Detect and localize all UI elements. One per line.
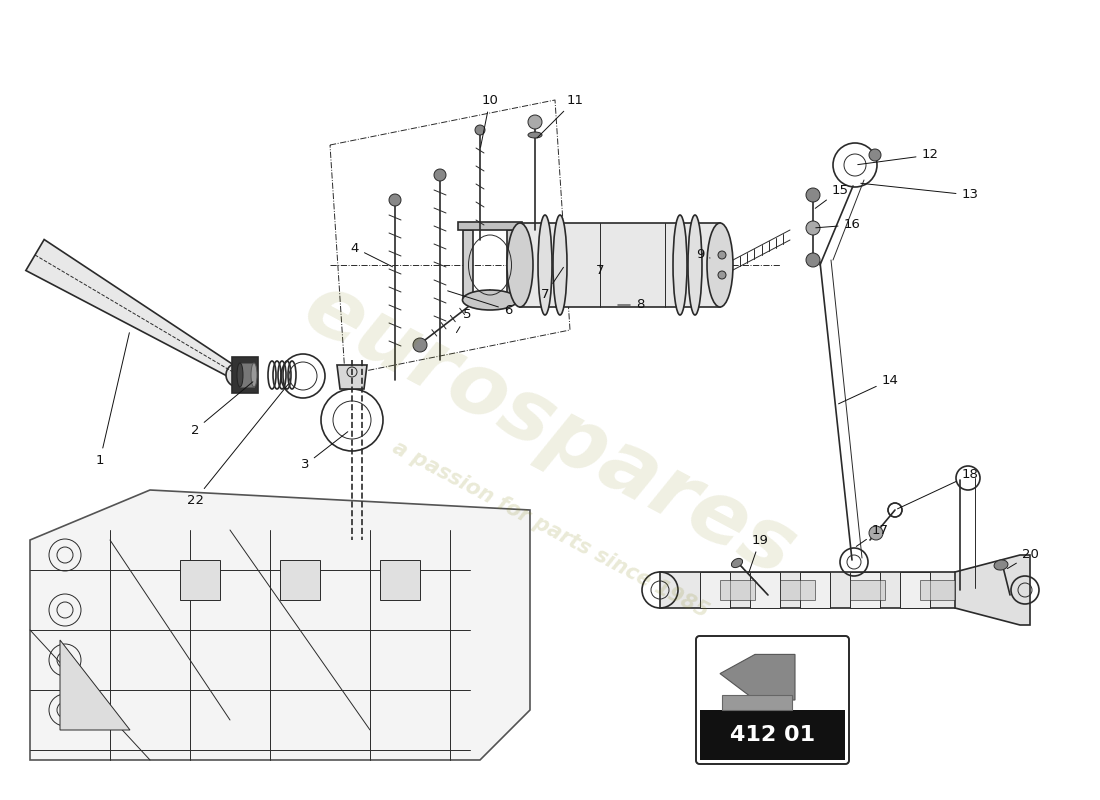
Ellipse shape bbox=[412, 338, 427, 352]
Polygon shape bbox=[520, 223, 720, 307]
Ellipse shape bbox=[389, 194, 402, 206]
Circle shape bbox=[806, 253, 820, 267]
Polygon shape bbox=[920, 580, 955, 600]
Ellipse shape bbox=[869, 526, 883, 540]
Polygon shape bbox=[722, 695, 792, 710]
Ellipse shape bbox=[236, 363, 243, 387]
Text: 4: 4 bbox=[351, 242, 393, 266]
Ellipse shape bbox=[673, 215, 688, 315]
Ellipse shape bbox=[251, 363, 257, 387]
Text: 12: 12 bbox=[858, 149, 938, 165]
Text: 2: 2 bbox=[190, 382, 253, 437]
Polygon shape bbox=[507, 230, 517, 300]
Ellipse shape bbox=[226, 363, 250, 387]
Polygon shape bbox=[900, 572, 930, 608]
Ellipse shape bbox=[434, 169, 446, 181]
Ellipse shape bbox=[806, 221, 820, 235]
Ellipse shape bbox=[538, 215, 552, 315]
Polygon shape bbox=[180, 560, 220, 600]
Ellipse shape bbox=[553, 215, 566, 315]
Polygon shape bbox=[800, 572, 830, 608]
Polygon shape bbox=[25, 239, 241, 380]
Text: 13: 13 bbox=[861, 183, 979, 202]
Polygon shape bbox=[240, 363, 254, 387]
Text: 16: 16 bbox=[816, 218, 860, 231]
Text: 17: 17 bbox=[856, 523, 889, 546]
Text: 8: 8 bbox=[618, 298, 645, 311]
Text: 15: 15 bbox=[815, 183, 848, 208]
Polygon shape bbox=[337, 365, 367, 389]
Polygon shape bbox=[780, 580, 815, 600]
Polygon shape bbox=[955, 555, 1030, 625]
Ellipse shape bbox=[732, 558, 742, 567]
Polygon shape bbox=[379, 560, 420, 600]
Circle shape bbox=[869, 149, 881, 161]
Circle shape bbox=[718, 271, 726, 279]
Text: 22: 22 bbox=[187, 384, 288, 506]
Ellipse shape bbox=[688, 215, 702, 315]
Polygon shape bbox=[720, 654, 795, 700]
Polygon shape bbox=[280, 560, 320, 600]
Polygon shape bbox=[232, 357, 258, 393]
Ellipse shape bbox=[507, 223, 534, 307]
Circle shape bbox=[806, 188, 820, 202]
Text: eurospares: eurospares bbox=[290, 266, 810, 594]
Text: 20: 20 bbox=[1008, 549, 1038, 569]
Polygon shape bbox=[60, 640, 130, 730]
Text: 1: 1 bbox=[96, 333, 130, 466]
Text: 10: 10 bbox=[481, 94, 498, 147]
Polygon shape bbox=[720, 580, 755, 600]
Ellipse shape bbox=[462, 290, 517, 310]
Text: a passion for parts since 1985: a passion for parts since 1985 bbox=[388, 438, 712, 622]
Text: 9: 9 bbox=[696, 249, 710, 262]
Text: 5: 5 bbox=[456, 309, 471, 333]
Bar bbox=[700, 710, 845, 760]
Ellipse shape bbox=[528, 132, 542, 138]
FancyBboxPatch shape bbox=[696, 636, 849, 764]
Ellipse shape bbox=[994, 560, 1008, 570]
Text: 7: 7 bbox=[596, 263, 604, 277]
Text: 14: 14 bbox=[838, 374, 899, 404]
Polygon shape bbox=[700, 572, 730, 608]
Text: 7: 7 bbox=[541, 267, 563, 302]
Ellipse shape bbox=[528, 115, 542, 129]
Text: 6: 6 bbox=[448, 291, 513, 317]
Text: 11: 11 bbox=[537, 94, 583, 138]
Polygon shape bbox=[850, 580, 886, 600]
Text: 18: 18 bbox=[898, 469, 978, 509]
Circle shape bbox=[718, 251, 726, 259]
Polygon shape bbox=[660, 572, 960, 608]
Polygon shape bbox=[850, 572, 880, 608]
Polygon shape bbox=[458, 222, 522, 230]
Ellipse shape bbox=[475, 125, 485, 135]
Polygon shape bbox=[750, 572, 780, 608]
Text: 3: 3 bbox=[300, 432, 348, 471]
Polygon shape bbox=[30, 490, 530, 760]
Ellipse shape bbox=[707, 223, 733, 307]
Polygon shape bbox=[463, 230, 473, 300]
Text: 19: 19 bbox=[749, 534, 769, 572]
Text: 412 01: 412 01 bbox=[730, 725, 815, 745]
